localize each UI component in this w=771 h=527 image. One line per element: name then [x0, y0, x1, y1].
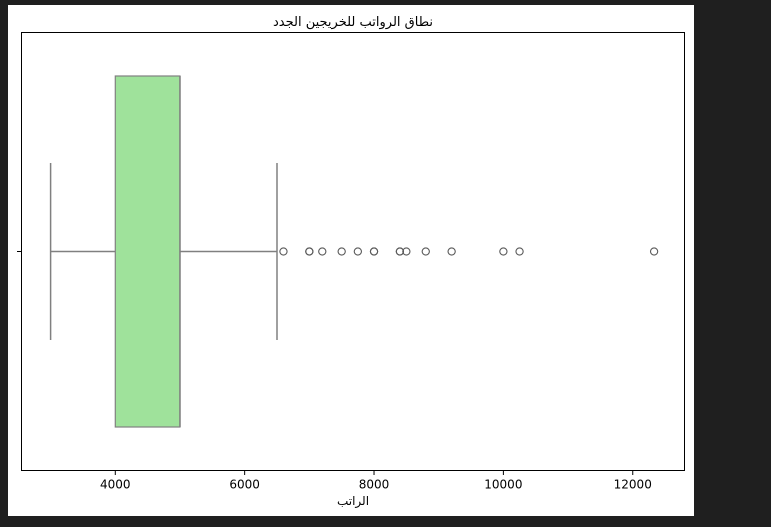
outlier-point	[515, 247, 524, 256]
chart-svg: نطاق الرواتب للخريجين الجدد 4000 6000 8000…	[17, 15, 685, 509]
outlier-point	[369, 247, 379, 256]
outlier-point	[499, 247, 508, 256]
outlier-point	[353, 247, 363, 256]
outlier-point	[447, 247, 456, 256]
x-tick-label: 10000	[484, 478, 522, 492]
x-axis-label: الراتب	[337, 494, 369, 509]
outlier-point	[279, 247, 288, 256]
outlier-point	[305, 247, 314, 256]
x-axis-ticks: 4000 6000 8000 10000 12000	[100, 470, 652, 492]
outlier-point	[318, 247, 327, 256]
chart-figure: نطاق الرواتب للخريجين الجدد 4000 6000 8000…	[8, 5, 694, 516]
outlier-point	[402, 247, 411, 256]
boxplot-marks	[49, 75, 659, 428]
x-tick-label: 6000	[229, 478, 260, 492]
chart-title: نطاق الرواتب للخريجين الجدد	[273, 15, 433, 30]
outlier-point	[337, 247, 346, 256]
outlier-point	[395, 247, 405, 256]
x-tick-label: 4000	[100, 478, 131, 492]
outlier-point	[649, 247, 659, 256]
x-tick-label: 8000	[359, 478, 390, 492]
outlier-point	[421, 247, 430, 256]
interquartile-box	[114, 75, 181, 428]
x-tick-label: 12000	[614, 478, 652, 492]
